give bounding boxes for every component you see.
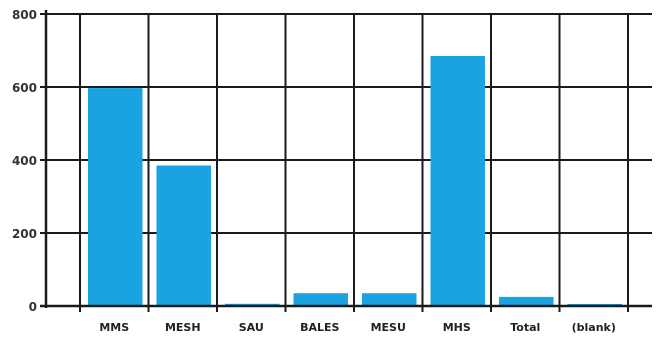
y-tick-label: 200 — [12, 227, 37, 241]
x-tick-label: SAU — [239, 321, 264, 334]
x-tick-label: MMS — [99, 321, 129, 334]
x-tick-label: MHS — [443, 321, 471, 334]
axes — [40, 10, 652, 308]
bar-mesu — [362, 293, 417, 306]
y-tick-label: 0 — [29, 300, 37, 314]
x-tick-label: (blank) — [572, 321, 616, 334]
y-tick-label: 400 — [12, 154, 37, 168]
bar-mhs — [430, 55, 485, 306]
x-tick-labels: MMS MESH SAU BALES MESU MHS Total (blank) — [99, 321, 616, 334]
y-tick-label: 800 — [12, 8, 37, 22]
y-tick-labels: 0 200 400 600 800 — [12, 8, 37, 314]
bar-mms — [88, 88, 143, 306]
x-tick-label: MESU — [371, 321, 406, 334]
x-tick-label: Total — [510, 321, 540, 334]
y-tick-label: 600 — [12, 81, 37, 95]
bar-mesh — [156, 165, 211, 306]
x-tick-label: BALES — [300, 321, 339, 334]
x-tick-label: MESH — [165, 321, 201, 334]
grid-lines — [46, 13, 652, 312]
bar-total — [499, 296, 554, 306]
bars — [88, 55, 622, 306]
bar-bales — [293, 293, 348, 306]
